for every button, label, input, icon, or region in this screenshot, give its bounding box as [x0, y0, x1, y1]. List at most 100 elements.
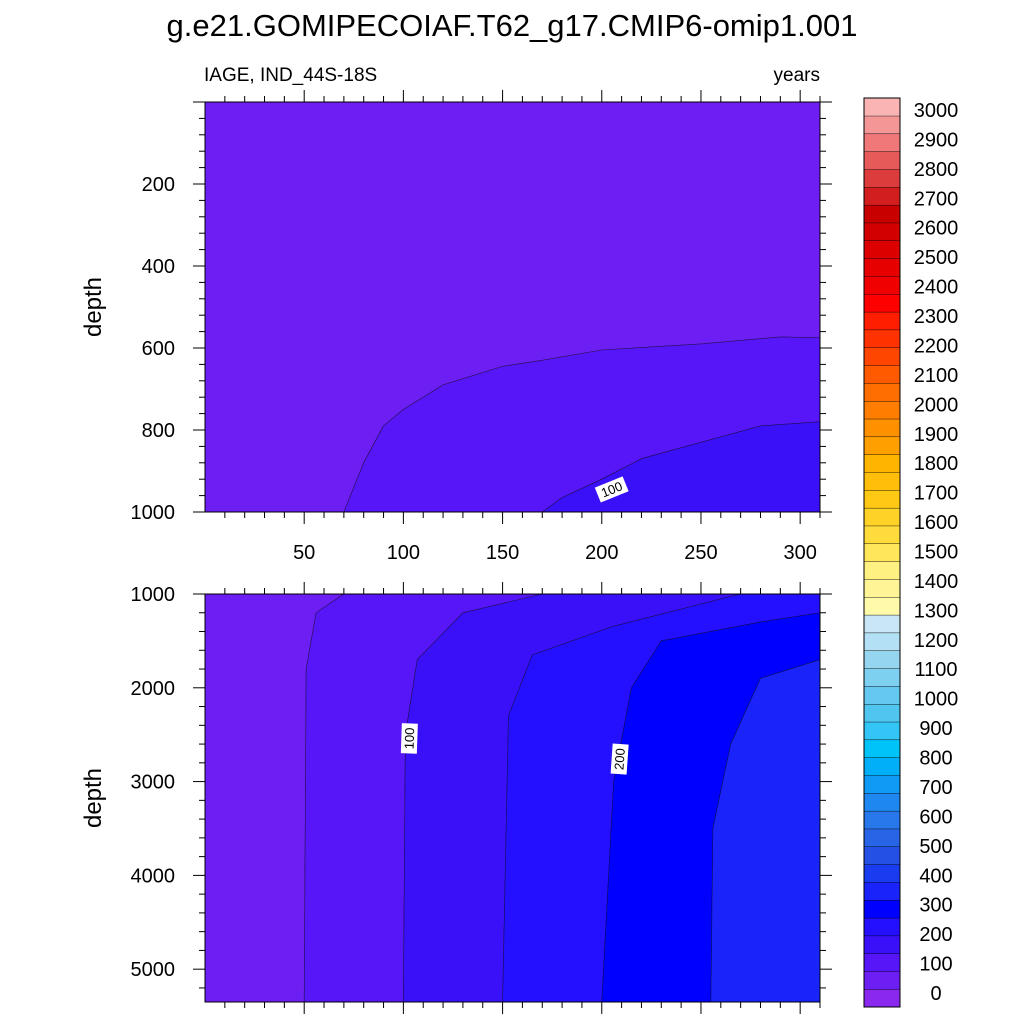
- colorbar: 0 100 200 300 400 500 600 700 800 900 1000 1100 1200…: [863, 97, 959, 1008]
- y-tick-label: 1000: [131, 584, 176, 606]
- colorbar-swatch: [863, 507, 901, 527]
- contour-label: 100: [400, 723, 418, 754]
- colorbar-label: 2900: [914, 129, 959, 151]
- colorbar-swatch: [863, 828, 901, 847]
- colorbar-swatch: [863, 258, 901, 277]
- colorbar-label: 1700: [914, 483, 959, 505]
- y-tick-label: 1000: [131, 502, 176, 524]
- y-tick-label: 800: [142, 420, 175, 442]
- colorbar-swatch: [863, 703, 901, 723]
- colorbar-swatch: [863, 988, 901, 1008]
- colorbar-label: 1600: [914, 512, 959, 534]
- x-tick-label: 200: [585, 542, 618, 564]
- contour-label: 200: [610, 743, 629, 775]
- colorbar-label: 400: [919, 865, 952, 887]
- colorbar-swatch: [863, 561, 901, 580]
- colorbar-swatch: [863, 864, 901, 883]
- colorbar-swatch: [863, 882, 901, 901]
- colorbar-swatch: [863, 614, 901, 634]
- colorbar-swatch: [863, 382, 901, 402]
- left-subtitle: IAGE, IND_44S-18S: [204, 65, 377, 86]
- chart-title: g.e21.GOMIPECOIAF.T62_g17.CMIP6-omip1.00…: [167, 8, 858, 43]
- colorbar-swatch: [863, 917, 901, 937]
- y-tick-label: 4000: [131, 865, 176, 887]
- colorbar-swatch: [863, 347, 901, 366]
- colorbar-swatch: [863, 240, 901, 259]
- colorbar-swatch: [863, 810, 901, 830]
- colorbar-swatch: [863, 400, 901, 420]
- y-tick-label: 600: [142, 338, 175, 360]
- colorbar-label: 3000: [914, 100, 959, 122]
- colorbar-swatch: [863, 186, 901, 206]
- y-tick-label: 400: [142, 256, 175, 278]
- colorbar-label: 2700: [914, 188, 959, 210]
- colorbar-label: 200: [919, 924, 952, 946]
- colorbar-swatch: [863, 489, 901, 509]
- contour-label-text: 100: [401, 727, 417, 749]
- plot-frame: [204, 593, 821, 1003]
- colorbar-swatch: [863, 204, 901, 224]
- y-axis-title: depth: [80, 768, 107, 828]
- colorbar-label: 1400: [914, 571, 959, 593]
- colorbar-swatch: [863, 293, 901, 313]
- right-subtitle: years: [774, 65, 820, 86]
- colorbar-swatch: [863, 329, 901, 348]
- colorbar-label: 1000: [914, 689, 959, 711]
- colorbar-swatch: [863, 454, 901, 473]
- colorbar-swatch: [863, 151, 901, 170]
- y-tick-label: 3000: [131, 772, 176, 794]
- colorbar-swatch: [863, 632, 901, 651]
- plot-frame: [204, 101, 821, 513]
- colorbar-label: 500: [919, 836, 952, 858]
- y-tick-label: 2000: [131, 678, 176, 700]
- colorbar-label: 2000: [914, 394, 959, 416]
- colorbar-swatch: [863, 935, 901, 954]
- colorbar-swatch: [863, 650, 901, 669]
- colorbar-label: 100: [919, 954, 952, 976]
- y-tick-label: 200: [142, 174, 175, 196]
- colorbar-swatch: [863, 436, 901, 455]
- colorbar-swatch: [863, 276, 901, 295]
- colorbar-label: 1800: [914, 453, 959, 475]
- panel-upper: 100 200 400 600 800 1000 50 100 150 200 250 300 dept…: [80, 90, 832, 564]
- colorbar-swatch: [863, 543, 901, 562]
- colorbar-swatch: [863, 596, 901, 616]
- colorbar-swatch: [863, 668, 901, 687]
- colorbar-swatch: [863, 311, 901, 331]
- colorbar-swatch: [863, 739, 901, 758]
- colorbar-swatch: [863, 846, 901, 865]
- colorbar-label: 300: [919, 895, 952, 917]
- colorbar-swatch: [863, 115, 901, 135]
- colorbar-label: 2500: [914, 247, 959, 269]
- colorbar-swatch: [863, 222, 901, 241]
- panel-lower: 100 200 1000 2000 3000 4000 5000 depth: [80, 582, 832, 1014]
- colorbar-label: 1900: [914, 424, 959, 446]
- colorbar-swatch: [863, 775, 901, 794]
- x-tick-label: 100: [387, 542, 420, 564]
- colorbar-swatch: [863, 971, 901, 990]
- x-tick-label: 250: [684, 542, 717, 564]
- x-tick-label: 50: [293, 542, 315, 564]
- colorbar-swatch: [863, 953, 901, 972]
- colorbar-swatch: [863, 721, 901, 741]
- colorbar-label: 1200: [914, 630, 959, 652]
- colorbar-label: 2600: [914, 218, 959, 240]
- colorbar-label: 600: [919, 806, 952, 828]
- colorbar-swatch: [863, 579, 901, 598]
- x-tick-label: 300: [783, 542, 816, 564]
- colorbar-label: 0: [930, 983, 941, 1005]
- colorbar-swatch: [863, 97, 901, 117]
- colorbar-label: 2200: [914, 336, 959, 358]
- plot-panels: 100 200 400 600 800 1000 50 100 150 200 250 300 dept…: [80, 90, 832, 1014]
- colorbar-swatch: [863, 418, 901, 438]
- colorbar-swatch: [863, 899, 901, 919]
- colorbar-label: 1500: [914, 542, 959, 564]
- colorbar-label: 700: [919, 777, 952, 799]
- colorbar-label: 2100: [914, 365, 959, 387]
- colorbar-swatch: [863, 757, 901, 776]
- colorbar-swatch: [863, 792, 901, 812]
- colorbar-swatch: [863, 472, 901, 491]
- x-tick-label: 150: [486, 542, 519, 564]
- colorbar-label: 2400: [914, 277, 959, 299]
